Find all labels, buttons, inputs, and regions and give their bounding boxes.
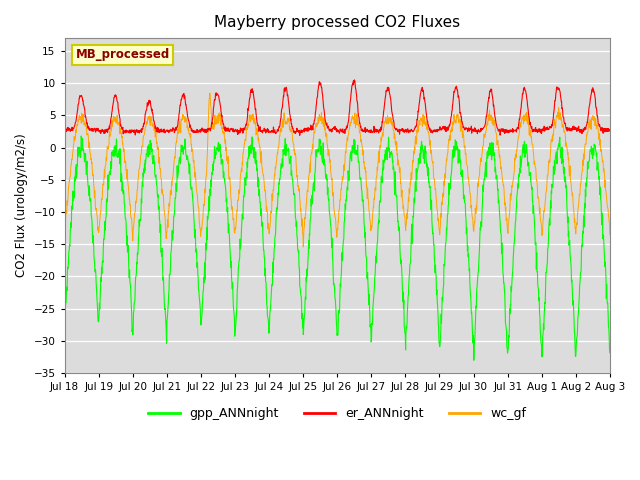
wc_gf [547,156,554,161]
gpp_ANNnight [547,212,554,217]
Text: MB_processed: MB_processed [76,48,170,61]
Line: gpp_ANNnight: gpp_ANNnight [65,136,610,360]
gpp_ANNnight [313,149,321,155]
er_ANNnight [351,77,358,83]
Y-axis label: CO2 Flux (urology/m2/s): CO2 Flux (urology/m2/s) [15,133,28,277]
gpp_ANNnight [61,310,68,316]
Line: er_ANNnight: er_ANNnight [65,80,610,135]
er_ANNnight [547,125,554,131]
wc_gf [314,120,321,126]
er_ANNnight [467,126,474,132]
wc_gf [600,169,607,175]
wc_gf [324,142,332,148]
gpp_ANNnight [470,358,477,363]
wc_gf [467,191,474,196]
er_ANNnight [600,126,607,132]
wc_gf [61,234,68,240]
er_ANNnight [296,132,303,138]
er_ANNnight [606,127,614,132]
Line: wc_gf: wc_gf [65,93,610,247]
wc_gf [300,244,307,250]
gpp_ANNnight [606,350,614,356]
er_ANNnight [146,99,154,105]
er_ANNnight [323,123,331,129]
gpp_ANNnight [466,281,474,287]
wc_gf [146,113,154,119]
er_ANNnight [61,127,68,133]
gpp_ANNnight [147,137,154,143]
wc_gf [206,90,214,96]
er_ANNnight [313,96,321,102]
gpp_ANNnight [600,232,607,238]
Legend: gpp_ANNnight, er_ANNnight, wc_gf: gpp_ANNnight, er_ANNnight, wc_gf [143,402,531,425]
gpp_ANNnight [323,176,331,182]
gpp_ANNnight [77,133,85,139]
wc_gf [606,232,614,238]
Title: Mayberry processed CO2 Fluxes: Mayberry processed CO2 Fluxes [214,15,460,30]
